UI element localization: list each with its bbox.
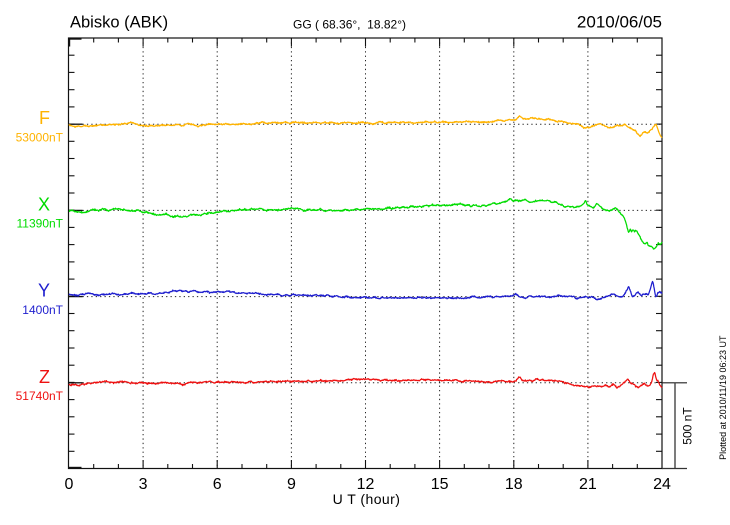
svg-text:12: 12 xyxy=(357,476,375,493)
svg-text:500 nT: 500 nT xyxy=(681,407,695,445)
svg-text:21: 21 xyxy=(579,476,597,493)
svg-text:53000nT: 53000nT xyxy=(16,131,64,145)
svg-text:U T (hour): U T (hour) xyxy=(333,491,401,507)
svg-text:6: 6 xyxy=(213,476,222,493)
svg-text:X: X xyxy=(38,194,50,214)
svg-text:F: F xyxy=(39,108,50,128)
svg-text:Abisko (ABK): Abisko (ABK) xyxy=(70,14,168,32)
svg-text:Z: Z xyxy=(39,367,50,387)
svg-text:11390nT: 11390nT xyxy=(17,217,64,231)
svg-text:15: 15 xyxy=(431,476,449,493)
svg-text:18: 18 xyxy=(505,476,523,493)
svg-text:Plotted at 2010/11/19 06:23 UT: Plotted at 2010/11/19 06:23 UT xyxy=(718,335,728,460)
svg-text:GG ( 68.36°, 18.82°): GG ( 68.36°, 18.82°) xyxy=(293,17,406,31)
svg-text:9: 9 xyxy=(287,476,296,493)
svg-text:24: 24 xyxy=(653,476,671,493)
svg-text:Y: Y xyxy=(38,281,50,301)
svg-text:3: 3 xyxy=(139,476,148,493)
svg-text:0: 0 xyxy=(65,476,74,493)
svg-text:1400nT: 1400nT xyxy=(22,303,63,317)
svg-text:2010/06/05: 2010/06/05 xyxy=(577,13,662,32)
svg-text:51740nT: 51740nT xyxy=(16,389,64,403)
